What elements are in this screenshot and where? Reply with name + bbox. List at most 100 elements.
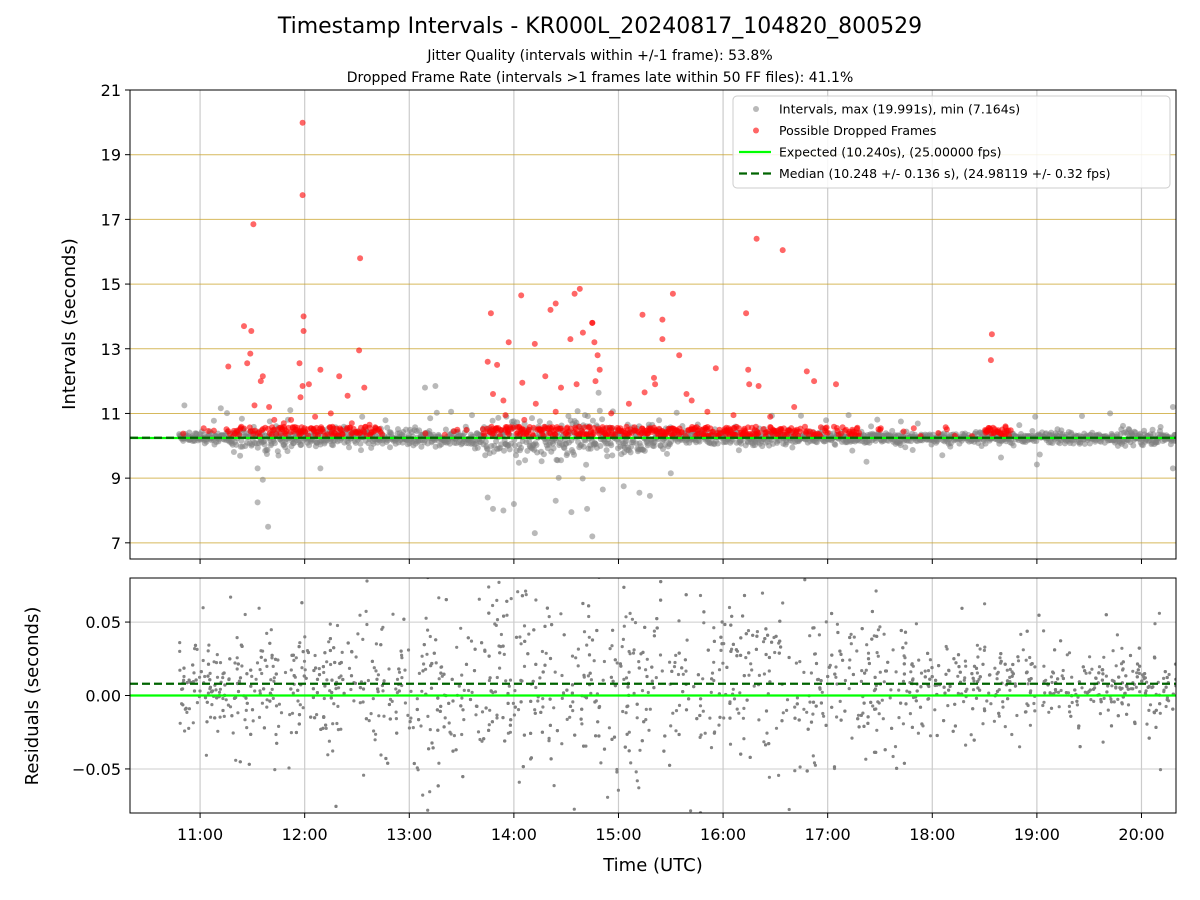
interval-point [668,438,674,445]
residual-point [544,651,548,655]
residual-point [1135,671,1139,675]
residual-point [875,651,879,655]
dropped-frame-point [500,397,507,404]
residual-point [516,708,521,712]
residual-point [374,642,378,646]
residual-point [1135,662,1140,666]
residual-point [462,688,466,693]
residual-point [669,724,673,728]
dropped-frame-point [743,310,750,317]
residual-point [861,711,865,715]
residual-point [574,656,578,660]
interval-point [1172,438,1176,444]
residual-point [698,735,702,740]
residual-point [349,674,354,678]
residual-point [608,647,612,651]
interval-point [584,413,591,420]
dropped-frame-point [441,431,448,438]
residual-point [589,691,593,696]
residual-point [1151,685,1155,689]
residual-point [415,697,419,701]
interval-point [646,492,653,499]
residual-point [400,676,404,680]
dropped-frame-point [259,373,266,380]
residual-point [870,637,874,641]
residual-point [369,712,373,716]
residual-point [1075,699,1079,703]
residual-point [981,722,985,726]
residual-point [1128,653,1133,658]
residual-point [652,634,657,638]
dropped-frame-point [811,378,818,385]
residual-point [676,672,681,677]
residual-point [409,716,413,720]
residual-point [420,689,424,693]
residual-point [226,703,230,707]
residual-point [216,729,220,733]
residual-point [372,666,376,670]
residual-point [390,699,394,704]
residual-point [228,657,232,661]
residual-point [227,677,231,682]
residual-point [920,722,924,726]
residual-point [820,690,824,694]
residual-point [460,732,464,737]
residual-point [703,731,707,735]
residual-point [1025,670,1029,674]
residual-point [386,761,390,765]
dropped-frame-point [552,300,559,307]
residual-point [372,729,376,733]
residual-point [427,747,431,751]
residual-point [899,628,903,633]
residual-point [480,641,484,645]
residual-point [477,597,481,601]
residual-point [550,623,554,627]
residual-point [290,711,295,715]
residual-point [856,713,861,717]
residual-point [541,670,545,674]
residual-point [365,622,369,627]
residual-point [328,622,332,626]
residual-point [875,634,879,639]
residual-point [587,614,591,619]
residual-point [208,678,212,682]
interval-point [359,413,366,420]
residual-point [520,594,525,598]
dropped-frame-point [505,339,512,346]
residual-point [182,666,186,670]
residual-point [454,748,458,752]
residual-point [513,705,517,709]
interval-point [1032,413,1039,420]
residual-point [349,687,353,692]
interval-point [529,415,535,422]
residual-point [249,684,253,688]
residual-point [416,768,420,772]
residual-point [245,726,249,730]
residual-point [346,641,350,645]
residual-point [434,661,438,665]
residual-point [893,745,898,749]
residual-point [503,739,507,743]
legend-label: Intervals, max (19.991s), min (7.164s) [779,102,1020,117]
residual-point [1126,687,1130,691]
residual-point [205,720,209,724]
residual-point [251,719,255,723]
interval-point [636,489,643,496]
dropped-frame-point [641,389,648,396]
dropped-frame-point [552,431,559,438]
residual-point [306,650,310,655]
residual-point [249,668,253,672]
residual-point [622,624,626,628]
residual-point [882,632,886,636]
residual-point [1011,672,1015,676]
residual-point [927,697,931,701]
residual-point [1137,671,1141,676]
residual-point [1102,696,1106,701]
bottom-panel-axis: −0.05 0.00 0.05 11:00 12:00 13:00 14:00 15:00 16… [72,613,1165,844]
residual-point [468,697,473,702]
residual-point [403,668,407,672]
residual-point [493,690,498,694]
residual-point [298,703,302,707]
residual-point [260,671,264,676]
residual-point [322,670,326,675]
